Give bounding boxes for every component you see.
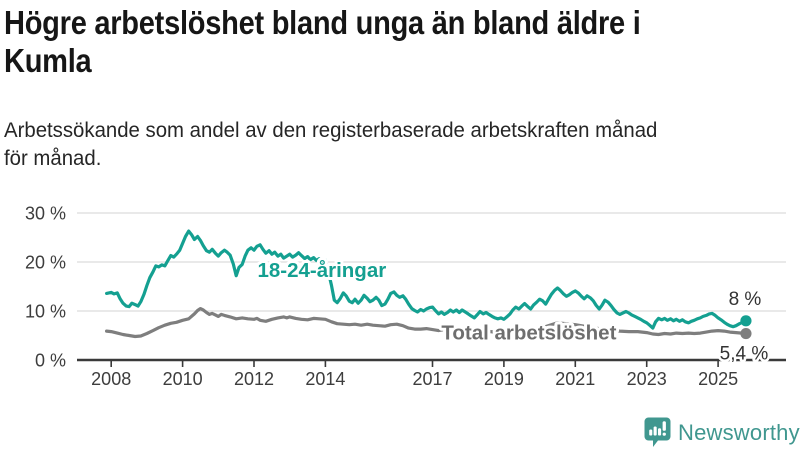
x-axis-label: 2019 — [484, 369, 524, 389]
x-axis-label: 2025 — [698, 369, 738, 389]
chart-title-line2: Kumla — [4, 42, 92, 79]
youth-end-value-label: 8 % — [729, 289, 762, 310]
youth-series-label: 18-24-åringar — [257, 259, 386, 282]
newsworthy-logo: Newsworthy — [644, 417, 800, 448]
total-series-line — [105, 307, 748, 339]
x-axis-label: 2014 — [305, 369, 345, 389]
youth-series-line — [105, 229, 748, 330]
x-axis-label: 2021 — [555, 369, 595, 389]
newsworthy-bar-chart-speech-bubble-icon — [644, 417, 671, 447]
chart-subtitle-line2: för månad. — [4, 147, 102, 170]
total-series-label: Total arbetslöshet — [441, 322, 616, 345]
youth-end-dot — [740, 315, 752, 327]
y-axis-label: 10 % — [25, 302, 66, 322]
y-axis-label: 20 % — [25, 253, 66, 273]
y-axis-label: 0 % — [35, 351, 66, 371]
chart-subtitle: Arbetssökande som andel av den registerb… — [4, 117, 799, 173]
chart-subtitle-line1: Arbetssökande som andel av den registerb… — [4, 119, 658, 142]
x-axis-label: 2023 — [627, 369, 667, 389]
x-axis-label: 2008 — [91, 369, 131, 389]
total-end-dot — [740, 327, 752, 340]
x-axis-label: 2017 — [412, 369, 452, 389]
y-axis-label: 30 % — [25, 204, 66, 224]
total-end-value-label: 5,4 % — [720, 344, 769, 365]
x-axis-label: 2012 — [234, 369, 274, 389]
x-axis-label: 2010 — [163, 369, 203, 389]
newsworthy-logo-text: Newsworthy — [678, 419, 800, 445]
chart-title-line1: Högre arbetslöshet bland unga än bland ä… — [4, 4, 641, 41]
chart-title: Högre arbetslöshet bland unga än bland ä… — [4, 4, 800, 80]
